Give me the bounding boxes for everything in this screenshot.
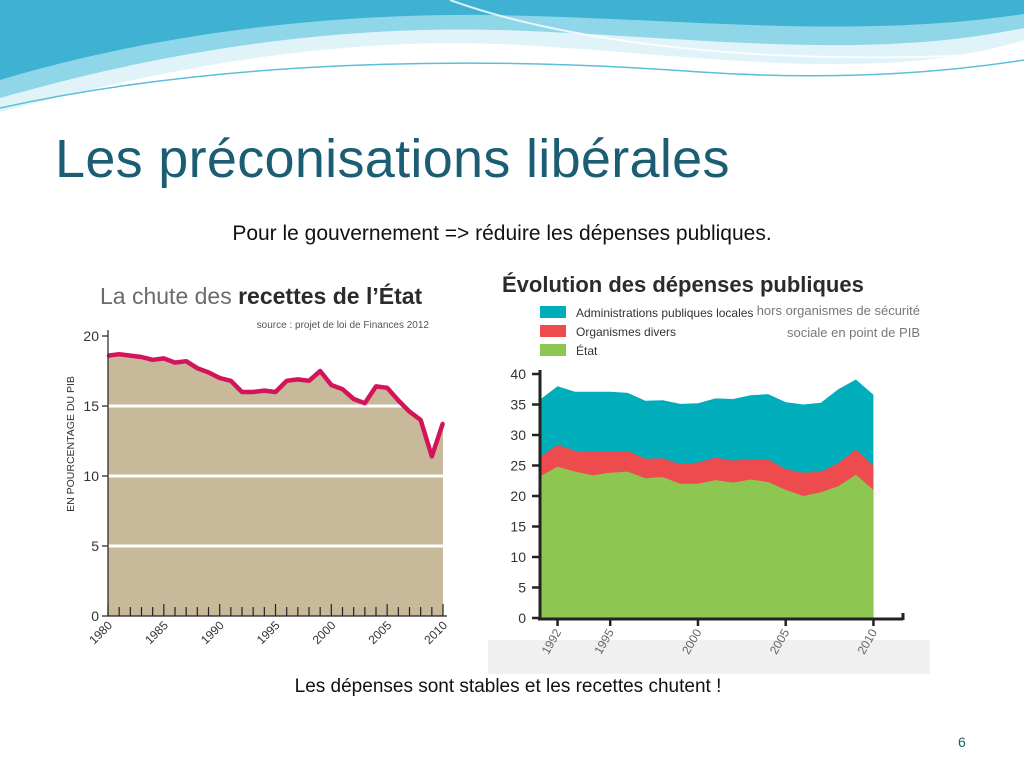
depenses-chart: Évolution des dépenses publiques hors or… (488, 256, 930, 657)
recettes-x-tick-label: 2005 (366, 618, 395, 647)
depenses-legend: Administrations publiques locales Organis… (540, 306, 753, 358)
recettes-point (263, 389, 266, 392)
recettes-point (151, 358, 154, 361)
recettes-point (274, 390, 277, 394)
recettes-point (430, 455, 434, 458)
depenses-chart-title: Évolution des dépenses publiques (502, 272, 864, 297)
legend-swatch-admin-locales (540, 306, 566, 318)
recettes-point (341, 388, 344, 391)
recettes-point (419, 418, 422, 422)
recettes-x-tick-label: 2000 (310, 618, 339, 647)
recettes-chart-title: La chute des recettes de l’État (100, 282, 423, 309)
recettes-area (108, 354, 443, 616)
depenses-y-tick-label: 10 (510, 549, 526, 565)
legend-swatch-etat (540, 344, 566, 356)
recettes-point (229, 379, 233, 382)
recettes-point (296, 378, 300, 381)
banner-wave-highlight (449, 0, 1024, 59)
depenses-y-tick-label: 40 (510, 366, 526, 382)
recettes-point (352, 397, 355, 401)
recettes-point (162, 357, 166, 360)
recettes-point (285, 379, 288, 382)
header-wave-banner (0, 0, 1024, 120)
legend-label-etat: État (576, 343, 598, 358)
depenses-y-tick-label: 30 (510, 427, 526, 443)
recettes-chart-title-bold: recettes de l’État (238, 282, 422, 309)
banner-wave-line (0, 59, 1024, 109)
legend-swatch-organismes-divers (540, 325, 566, 337)
recettes-point (117, 353, 121, 356)
recettes-chart-source: source : projet de loi de Finances 2012 (257, 320, 430, 331)
recettes-point (129, 354, 132, 357)
recettes-y-tick-label: 10 (83, 468, 99, 484)
depenses-y-tick-label: 5 (518, 580, 526, 596)
slide-title: Les préconisations libérales (55, 129, 730, 189)
legend-label-admin-locales: Administrations publiques locales (576, 306, 753, 320)
recettes-x-tick-label: 2010 (421, 618, 450, 647)
slide-subtitle: Pour le gouvernement => réduire les dépe… (232, 222, 772, 245)
depenses-area-etat (540, 466, 874, 618)
recettes-point (397, 399, 400, 402)
recettes-y-tick-label: 0 (91, 608, 99, 624)
depenses-y-tick-label: 0 (518, 610, 526, 626)
recettes-y-tick-label: 20 (83, 328, 99, 344)
recettes-point (207, 371, 210, 374)
recettes-point (307, 379, 311, 382)
recettes-point (408, 410, 411, 413)
recettes-y-tick-label: 15 (83, 398, 99, 414)
depenses-chart-note-line-2: sociale en point de PIB (787, 325, 920, 340)
recettes-point (318, 369, 322, 373)
recettes-y-tick-label: 5 (91, 538, 99, 554)
depenses-y-tick-label: 20 (510, 488, 526, 504)
recettes-point (184, 360, 188, 363)
recettes-chart-panel: La chute des recettes de l’État source :… (62, 266, 458, 660)
recettes-point (240, 390, 244, 394)
recettes-point (173, 361, 177, 364)
depenses-y-tick-label: 25 (510, 458, 526, 474)
recettes-point (330, 383, 333, 387)
depenses-y-tick-label: 15 (510, 519, 526, 535)
recettes-x-tick-label: 1990 (198, 618, 227, 647)
recettes-chart-title-light: La chute des (100, 283, 238, 309)
recettes-point (140, 355, 143, 359)
page-number: 6 (958, 734, 966, 750)
recettes-point (251, 390, 255, 394)
slide-caption: Les dépenses sont stables et les recette… (294, 676, 722, 697)
recettes-point (374, 385, 378, 388)
recettes-point (196, 367, 199, 370)
recettes-chart-ylabel: EN POURCENTAGE DU PIB (65, 376, 77, 512)
recettes-point (441, 421, 445, 424)
recettes-x-tick-label: 1985 (142, 618, 171, 647)
recettes-chart: La chute des recettes de l’État source :… (65, 282, 450, 647)
banner-wave-dark (0, 0, 1024, 80)
depenses-chart-note-line-1: hors organismes de sécurité (757, 303, 920, 318)
recettes-x-tick-label: 1995 (254, 618, 283, 647)
recettes-point (363, 402, 367, 405)
depenses-chart-panel: Évolution des dépenses publiques hors or… (488, 256, 930, 674)
recettes-point (218, 376, 221, 380)
recettes-point (385, 386, 389, 389)
depenses-y-tick-label: 35 (510, 397, 526, 413)
legend-label-organismes-divers: Organismes divers (576, 325, 676, 339)
